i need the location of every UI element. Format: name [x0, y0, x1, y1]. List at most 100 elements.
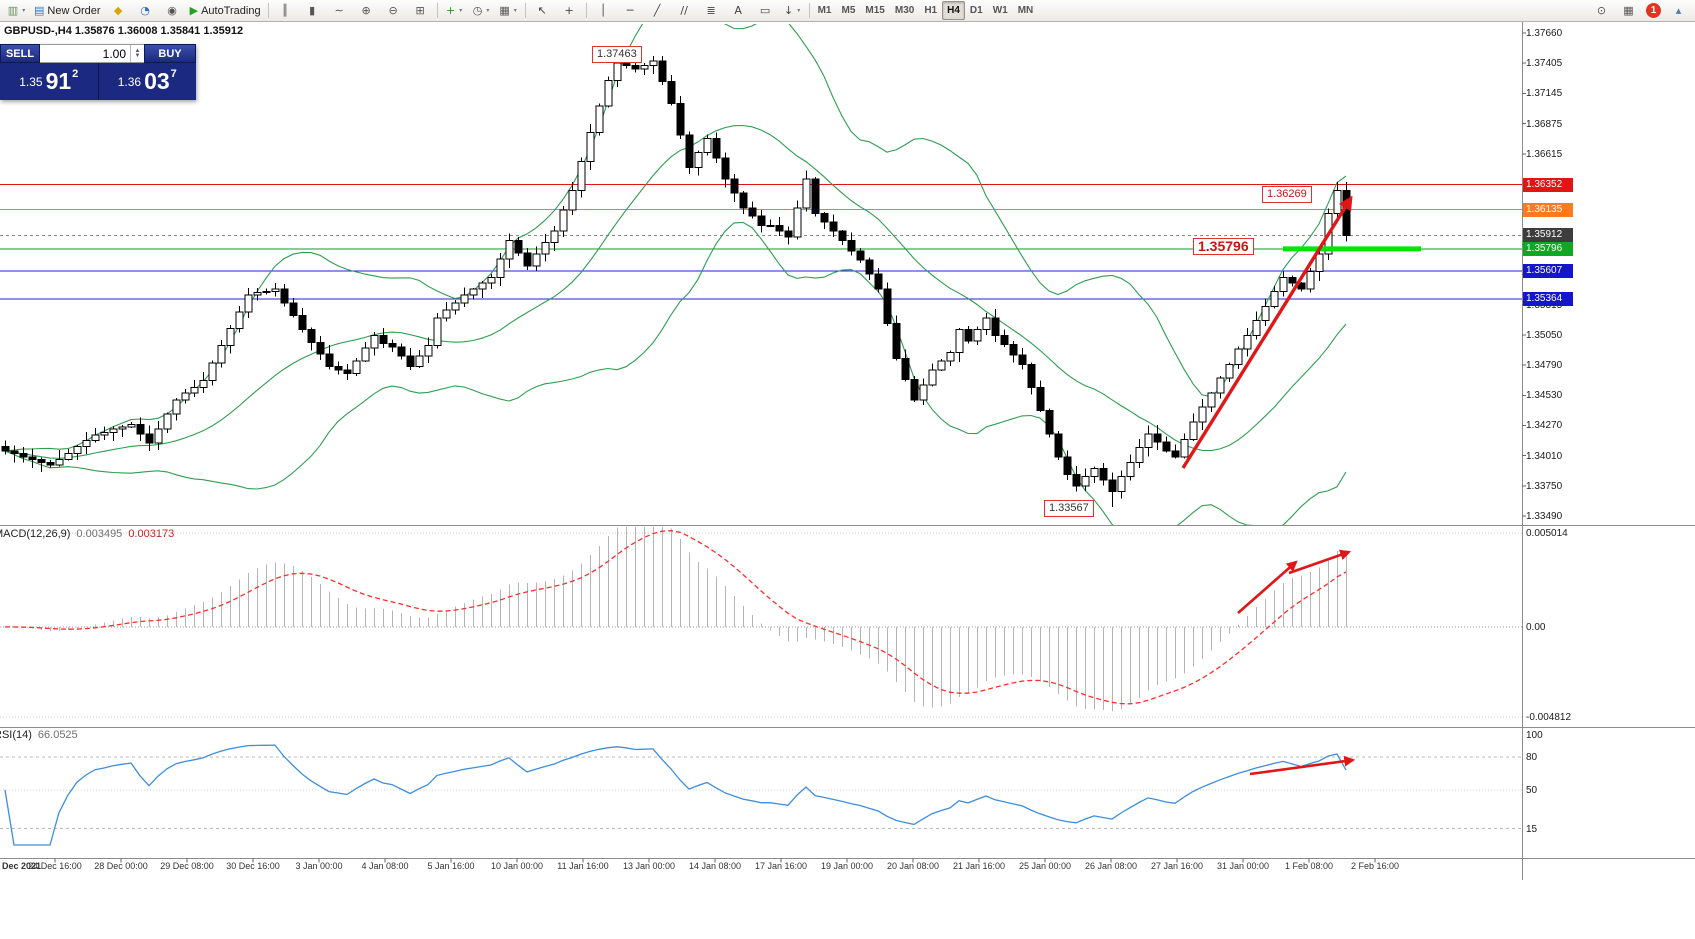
refresh-icon: ◔ [140, 4, 150, 17]
time-axis-label: 14 Jan 08:00 [688, 861, 742, 871]
price-tag: 1.35607 [1523, 263, 1573, 278]
new-chart-button[interactable]: ▥ ▾ [3, 1, 30, 21]
channel-icon: // [680, 4, 688, 17]
time-axis-label: 3 Jan 00:00 [295, 861, 343, 871]
notification-badge[interactable]: 1 [1646, 3, 1661, 18]
macd-axis-tick: 0.00 [1526, 621, 1546, 633]
tile-windows-button[interactable]: ⊞ [407, 1, 434, 21]
toolbar-separator [436, 3, 438, 18]
price-tag: 1.35796 [1523, 241, 1573, 256]
timeframe-m5[interactable]: M5 [841, 5, 856, 16]
price-axis-tick: 1.33750 [1526, 480, 1563, 492]
price-annotation[interactable]: 1.37463 [592, 46, 642, 63]
price-tag: 1.35364 [1523, 291, 1573, 306]
timeframe-mn[interactable]: MN [1017, 5, 1034, 16]
price-axis-tick: 1.36615 [1526, 148, 1563, 160]
refresh-button[interactable]: ◔ [132, 1, 159, 21]
price-axis-tick: 1.36875 [1526, 118, 1563, 130]
channel-button[interactable]: // [671, 1, 698, 21]
fibonacci-button[interactable]: ≣ [698, 1, 725, 21]
horizontal-line-icon: ─ [626, 4, 634, 17]
time-axis-label: 31 Jan 00:00 [1216, 861, 1270, 871]
new-order-icon: ▤ [34, 4, 45, 17]
time-axis-label: 20 Jan 08:00 [886, 861, 940, 871]
periods-icon: ◷ [472, 4, 483, 17]
volume-stepper[interactable]: ▲ ▼ [130, 45, 144, 62]
price-annotation[interactable]: 1.36269 [1262, 186, 1312, 203]
toolbar-overflow-button[interactable]: ▴ [1675, 4, 1682, 17]
price-axis-tick: 1.34010 [1526, 450, 1563, 462]
timeframe-m30[interactable]: M30 [894, 5, 915, 16]
candlestick-chart-icon: ▮ [309, 4, 316, 17]
autotrading-button[interactable]: ▶ AutoTrading [186, 1, 265, 21]
label-button[interactable]: ▭ [752, 1, 779, 21]
stepper-up-icon[interactable]: ▲ [134, 47, 141, 54]
toolbar-separator [585, 3, 587, 18]
new-order-button[interactable]: ▤ New Order [30, 1, 105, 21]
sell-price[interactable]: 1.35 91 2 [0, 63, 98, 100]
price-axis-tick: 1.34530 [1526, 390, 1563, 402]
line-chart-button[interactable]: ∼ [326, 1, 353, 21]
time-axis-label: 5 Jan 16:00 [427, 861, 475, 871]
timeframe-w1[interactable]: W1 [992, 5, 1008, 16]
volume-field[interactable]: 1.00 ▲ ▼ [40, 44, 144, 63]
time-axis-label: 25 Jan 00:00 [1018, 861, 1072, 871]
trendline-button[interactable]: ╱ [644, 1, 671, 21]
timeframe-h4[interactable]: H4 [942, 1, 965, 20]
sell-button[interactable]: SELL [0, 44, 40, 63]
time-axis-label: 27 Jan 16:00 [1150, 861, 1204, 871]
crosshair-button[interactable]: + [556, 1, 583, 21]
crosshair-icon: + [564, 4, 574, 17]
panel-frame [0, 22, 1695, 880]
chart-ohlc-header: GBPUSD-,H4 1.35876 1.36008 1.35841 1.359… [4, 25, 244, 37]
label-icon: ▭ [759, 4, 771, 17]
indicators-button[interactable]: + ▾ [441, 1, 468, 21]
profiles-button[interactable]: ◆ [105, 1, 132, 21]
templates-button[interactable]: ▦ ▾ [495, 1, 522, 21]
time-axis-label: 28 Dec 00:00 [94, 861, 148, 871]
time-axis-label: 30 Dec 16:00 [226, 861, 280, 871]
fibonacci-icon: ≣ [706, 4, 716, 17]
vertical-line-button[interactable]: │ [590, 1, 617, 21]
timeframe-d1[interactable]: D1 [969, 5, 983, 16]
candlestick-chart-button[interactable]: ▮ [299, 1, 326, 21]
zoom-in-icon: ⊕ [361, 4, 371, 17]
buy-price-sup: 7 [170, 68, 177, 80]
time-axis-label: 4 Jan 08:00 [361, 861, 409, 871]
volume-value: 1.00 [102, 46, 126, 61]
cursor-button[interactable]: ↖ [529, 1, 556, 21]
price-annotation[interactable]: 1.35796 [1193, 238, 1254, 255]
price-axis-tick: 1.34790 [1526, 360, 1563, 372]
timeframe-m15[interactable]: M15 [865, 5, 885, 16]
zoom-in-button[interactable]: ⊕ [353, 1, 380, 21]
indicators-icon: + [445, 4, 456, 17]
chevron-down-icon: ▾ [486, 7, 490, 14]
bar-chart-button[interactable]: ║ [272, 1, 299, 21]
toolbar-separator [267, 3, 269, 18]
new-order-button-label: New Order [47, 4, 101, 17]
sell-price-prefix: 1.35 [19, 74, 43, 89]
market-watch-icon: ◉ [167, 4, 177, 17]
buy-button[interactable]: BUY [144, 44, 196, 63]
price-annotation[interactable]: 1.33567 [1044, 500, 1094, 517]
arrows-button[interactable]: ↓ ▾ [779, 1, 806, 21]
rsi-axis-tick: 15 [1526, 823, 1538, 835]
price-tag: 1.35912 [1523, 228, 1573, 243]
sell-price-sup: 2 [72, 68, 79, 80]
zoom-out-button[interactable]: ⊖ [380, 1, 407, 21]
stepper-down-icon[interactable]: ▼ [134, 52, 141, 59]
text-button[interactable]: A [725, 1, 752, 21]
trend-arrows[interactable] [1181, 195, 1356, 776]
periods-button[interactable]: ◷ ▾ [468, 1, 495, 21]
time-axis-label: 29 Dec 08:00 [160, 861, 214, 871]
search-button[interactable]: ⊙ [1588, 1, 1615, 21]
time-axis-label: 21 Jan 16:00 [952, 861, 1006, 871]
market-watch-button[interactable]: ◉ [159, 1, 186, 21]
timeframe-m1[interactable]: M1 [817, 5, 832, 16]
bid-ask-display: 1.35 91 2 1.36 03 7 [0, 63, 196, 100]
horizontal-line-button[interactable]: ─ [617, 1, 644, 21]
data-window-button[interactable]: ▦ [1615, 1, 1642, 21]
timeframe-h1[interactable]: H1 [924, 5, 938, 16]
buy-price[interactable]: 1.36 03 7 [97, 63, 197, 100]
